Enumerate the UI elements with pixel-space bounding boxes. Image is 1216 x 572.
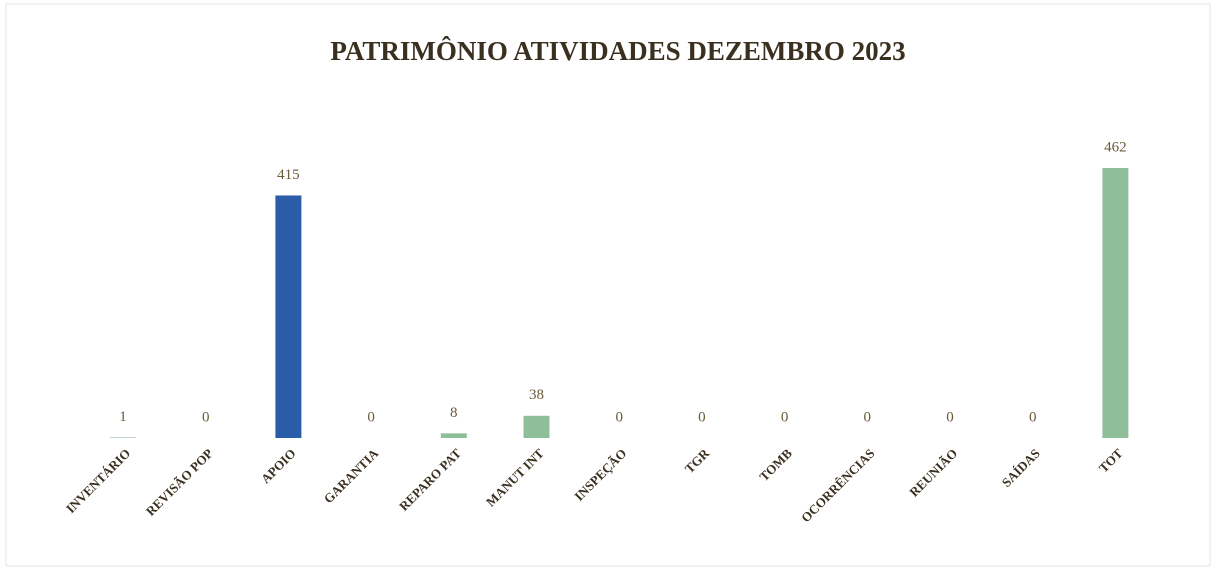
- value-label: 0: [946, 409, 954, 425]
- value-label: 415: [277, 167, 300, 183]
- value-label: 0: [781, 409, 789, 425]
- value-label: 462: [1104, 139, 1127, 155]
- chart-title: PATRIMÔNIO ATIVIDADES DEZEMBRO 2023: [330, 36, 905, 66]
- value-label: 0: [698, 409, 706, 425]
- value-label: 0: [202, 409, 210, 425]
- value-label: 38: [529, 387, 544, 403]
- value-label: 8: [450, 405, 458, 421]
- value-label: 0: [367, 409, 375, 425]
- value-label: 1: [119, 409, 127, 425]
- value-label: 0: [1029, 409, 1037, 425]
- value-label: 0: [615, 409, 623, 425]
- bar: [440, 433, 467, 438]
- chart-frame: [5, 3, 1211, 567]
- bar: [110, 437, 136, 438]
- bar: [523, 415, 550, 438]
- bar: [275, 195, 302, 438]
- value-label: 0: [864, 409, 872, 425]
- bar: [1102, 168, 1129, 438]
